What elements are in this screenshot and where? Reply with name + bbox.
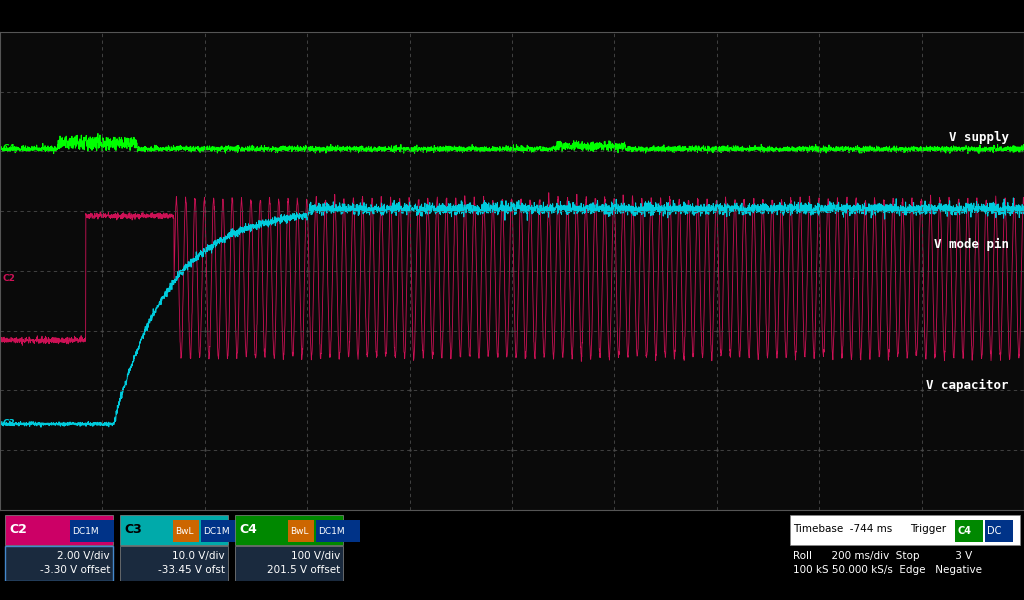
- Bar: [5, 547, 113, 581]
- Text: Math: Math: [534, 11, 559, 21]
- Text: C4: C4: [239, 523, 257, 536]
- Bar: [234, 547, 343, 581]
- Text: Roll      200 ms/div  Stop           3 V: Roll 200 ms/div Stop 3 V: [793, 551, 972, 560]
- Bar: [201, 520, 245, 542]
- Text: 100 kS 50.000 kS/s  Edge   Negative: 100 kS 50.000 kS/s Edge Negative: [793, 565, 982, 575]
- Text: C2: C2: [2, 274, 15, 283]
- Text: Timebase  -744 ms: Timebase -744 ms: [793, 524, 892, 534]
- Text: TELEDYNE: TELEDYNE: [8, 584, 79, 597]
- Text: Trigger: Trigger: [226, 11, 262, 21]
- Text: C2: C2: [9, 523, 27, 536]
- Text: Support: Support: [764, 11, 805, 21]
- Text: DC1M: DC1M: [72, 527, 98, 536]
- Text: -33.45 V ofst: -33.45 V ofst: [158, 565, 225, 575]
- Text: Utilities: Utilities: [669, 11, 709, 21]
- Bar: [985, 520, 1013, 542]
- Text: DC1M: DC1M: [318, 527, 345, 536]
- Text: C3: C3: [124, 523, 141, 536]
- Text: 10.0 V/div: 10.0 V/div: [172, 551, 225, 560]
- Text: DC: DC: [987, 526, 1001, 536]
- Text: 6/18/2024 3:04:16 PM: 6/18/2024 3:04:16 PM: [901, 586, 1024, 595]
- Text: 2.00 V/div: 2.00 V/div: [57, 551, 110, 560]
- Text: V mode pin: V mode pin: [934, 238, 1009, 251]
- Text: Analysis: Analysis: [583, 11, 626, 21]
- Bar: [120, 515, 228, 545]
- Bar: [316, 520, 360, 542]
- Text: Display: Display: [303, 11, 342, 21]
- Text: File: File: [5, 11, 23, 21]
- Bar: [120, 547, 228, 581]
- Text: -3.30 V offset: -3.30 V offset: [40, 565, 110, 575]
- Text: Timebase: Timebase: [140, 11, 190, 21]
- Bar: [288, 520, 314, 542]
- Text: Cursors: Cursors: [380, 11, 420, 21]
- Text: 100 V/div: 100 V/div: [291, 551, 340, 560]
- Text: Trigger: Trigger: [910, 524, 946, 534]
- Text: LECROY: LECROY: [84, 584, 133, 597]
- Text: V capacitor: V capacitor: [926, 379, 1009, 392]
- Text: C4: C4: [957, 526, 971, 536]
- Bar: [234, 515, 343, 545]
- Text: BwL: BwL: [290, 527, 308, 536]
- Bar: [955, 520, 983, 542]
- Text: Measure: Measure: [457, 11, 501, 21]
- Bar: [173, 520, 199, 542]
- Text: V supply: V supply: [948, 131, 1009, 143]
- Text: BwL: BwL: [175, 527, 194, 536]
- Text: DC1M: DC1M: [203, 527, 229, 536]
- Text: Vertical: Vertical: [54, 11, 93, 21]
- Text: C3: C3: [2, 419, 15, 428]
- Text: ▲: ▲: [341, 524, 351, 538]
- Bar: [70, 520, 114, 542]
- Bar: [790, 515, 1020, 545]
- Text: C4: C4: [2, 145, 15, 154]
- Bar: [5, 515, 113, 545]
- Text: 201.5 V offset: 201.5 V offset: [266, 565, 340, 575]
